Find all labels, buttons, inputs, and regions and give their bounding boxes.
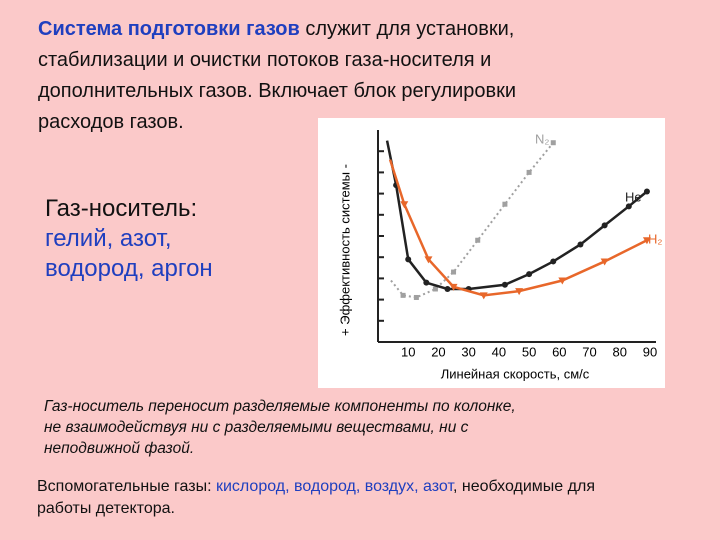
point <box>400 201 409 209</box>
intro: Система подготовки газов служит для уста… <box>38 14 516 138</box>
point <box>515 288 524 296</box>
series-label: He <box>625 189 642 204</box>
point <box>526 169 532 175</box>
point <box>501 281 508 288</box>
point <box>550 258 557 265</box>
note-line: не взаимодействуя ни с разделяемыми веще… <box>44 419 469 436</box>
x-tick-label: 20 <box>431 344 445 359</box>
note-line: Газ-носитель переносит разделяемые компо… <box>44 398 516 415</box>
intro-line: служит для установки, <box>305 18 515 40</box>
x-tick-label: 90 <box>643 344 657 359</box>
series-line <box>388 159 648 297</box>
point <box>479 292 488 300</box>
x-tick-label: 30 <box>461 344 475 359</box>
x-tick-label: 40 <box>492 344 506 359</box>
series-label: N₂ <box>535 131 549 146</box>
auxiliary: Вспомогательные газы: кислород, водород,… <box>37 476 617 520</box>
x-tick-label: 70 <box>582 344 596 359</box>
point <box>550 140 556 146</box>
point <box>423 279 430 286</box>
point <box>577 241 584 248</box>
note-line: неподвижной фазой. <box>44 440 195 457</box>
point <box>601 222 608 229</box>
point <box>558 277 567 285</box>
intro-line: стабилизации и очистки потоков газа-носи… <box>38 49 492 71</box>
x-tick-label: 50 <box>522 344 536 359</box>
point <box>432 286 438 292</box>
aux-gases: кислород, водород, воздух, азот <box>215 478 453 495</box>
point <box>451 269 457 275</box>
point <box>600 258 609 266</box>
carrier-label: Газ-носитель: <box>45 195 198 222</box>
series-line <box>385 140 648 291</box>
point <box>526 271 533 278</box>
point <box>642 237 651 245</box>
intro-line: дополнительных газов. Включает блок регу… <box>38 80 517 102</box>
intro-line: расходов газов. <box>38 111 184 133</box>
note: Газ-носитель переносит разделяемые компо… <box>44 396 516 459</box>
point <box>413 294 419 300</box>
point <box>405 256 412 263</box>
aux-text: , необходимые для работы детектора. <box>37 478 595 517</box>
point <box>643 188 650 195</box>
y-axis-label: + Эффективность системы - <box>337 164 352 336</box>
x-tick-label: 10 <box>401 344 415 359</box>
point <box>449 283 458 291</box>
point <box>502 201 508 207</box>
point <box>475 237 481 243</box>
chart: Линейная скорость, см/с + Эффективность … <box>318 118 665 388</box>
intro-highlight: Система подготовки газов <box>38 18 300 40</box>
carrier: Газ-носитель: гелий, азот, водород, арго… <box>45 194 213 284</box>
point <box>424 256 433 264</box>
point <box>400 292 406 298</box>
x-axis-label: Линейная скорость, см/с <box>441 366 590 381</box>
point <box>625 203 632 210</box>
carrier-gases: гелий, азот, <box>45 225 172 252</box>
carrier-gases: водород, аргон <box>45 255 213 282</box>
aux-label: Вспомогательные газы: <box>37 478 212 495</box>
x-tick-label: 80 <box>613 344 627 359</box>
point <box>444 286 451 292</box>
series-label: H₂ <box>648 231 662 246</box>
x-tick-label: 60 <box>552 344 566 359</box>
